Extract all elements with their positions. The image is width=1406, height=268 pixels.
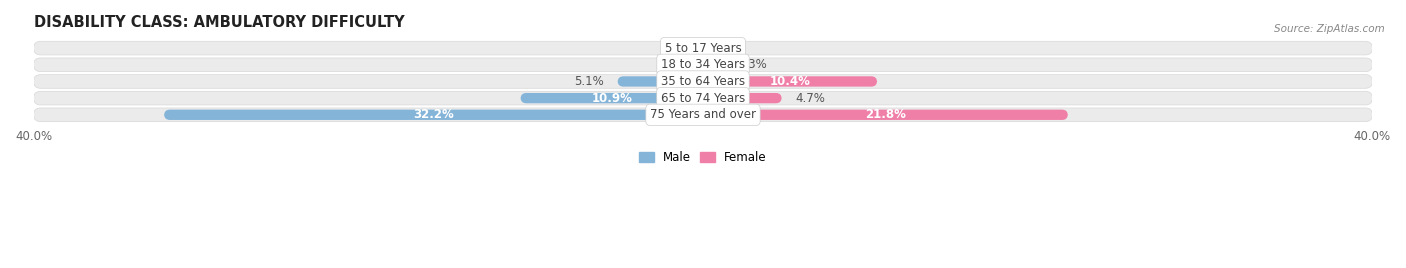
Text: 35 to 64 Years: 35 to 64 Years <box>661 75 745 88</box>
Legend: Male, Female: Male, Female <box>640 151 766 164</box>
FancyBboxPatch shape <box>703 76 877 87</box>
Text: Source: ZipAtlas.com: Source: ZipAtlas.com <box>1274 24 1385 34</box>
Text: 32.2%: 32.2% <box>413 108 454 121</box>
Text: DISABILITY CLASS: AMBULATORY DIFFICULTY: DISABILITY CLASS: AMBULATORY DIFFICULTY <box>34 15 404 30</box>
FancyBboxPatch shape <box>703 93 782 103</box>
Text: 5 to 17 Years: 5 to 17 Years <box>665 42 741 55</box>
Text: 75 Years and over: 75 Years and over <box>650 108 756 121</box>
Text: 5.1%: 5.1% <box>575 75 605 88</box>
FancyBboxPatch shape <box>165 110 703 120</box>
Text: 1.3%: 1.3% <box>738 58 768 71</box>
FancyBboxPatch shape <box>703 59 724 70</box>
FancyBboxPatch shape <box>34 75 1372 88</box>
FancyBboxPatch shape <box>703 110 1067 120</box>
Text: 0.0%: 0.0% <box>659 42 689 55</box>
Text: 4.7%: 4.7% <box>794 92 825 105</box>
Text: 0.0%: 0.0% <box>659 58 689 71</box>
Text: 65 to 74 Years: 65 to 74 Years <box>661 92 745 105</box>
FancyBboxPatch shape <box>520 93 703 103</box>
Text: 10.9%: 10.9% <box>592 92 633 105</box>
Text: 10.4%: 10.4% <box>769 75 810 88</box>
FancyBboxPatch shape <box>34 91 1372 105</box>
Text: 21.8%: 21.8% <box>865 108 905 121</box>
FancyBboxPatch shape <box>34 58 1372 72</box>
FancyBboxPatch shape <box>34 108 1372 122</box>
Text: 0.0%: 0.0% <box>717 42 747 55</box>
FancyBboxPatch shape <box>34 41 1372 55</box>
Text: 18 to 34 Years: 18 to 34 Years <box>661 58 745 71</box>
FancyBboxPatch shape <box>617 76 703 87</box>
